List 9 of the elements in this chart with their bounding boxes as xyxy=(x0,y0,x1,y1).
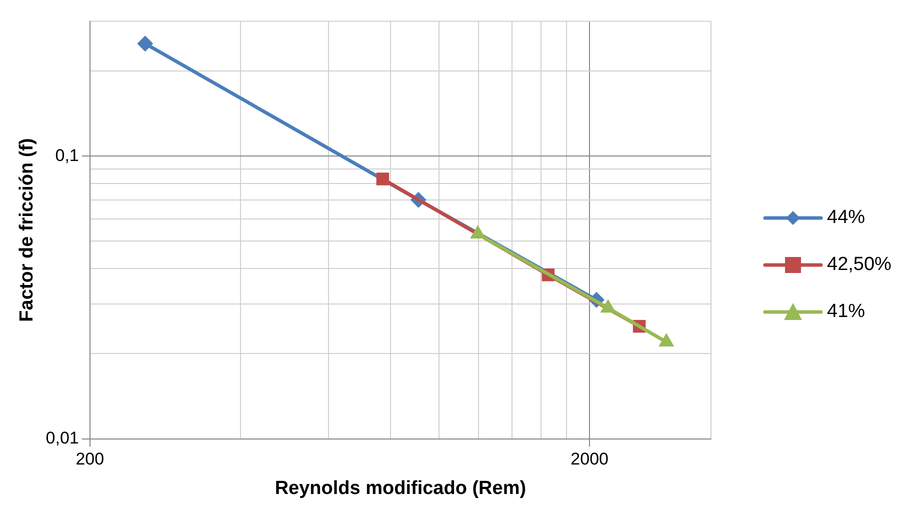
x-axis-title: Reynolds modificado (Rem) xyxy=(274,478,526,499)
y-tick-label: 0,01 xyxy=(46,428,79,448)
y-tick-label: 0,1 xyxy=(55,146,79,165)
legend-label: 44% xyxy=(827,206,866,228)
x-tick-label: 200 xyxy=(76,450,104,469)
x-tick-label: 2000 xyxy=(570,450,608,469)
y-axis-title: Factor de fricción (f) xyxy=(16,138,38,322)
legend-label: 41% xyxy=(827,300,866,322)
legend-label: 42,50% xyxy=(827,254,892,276)
